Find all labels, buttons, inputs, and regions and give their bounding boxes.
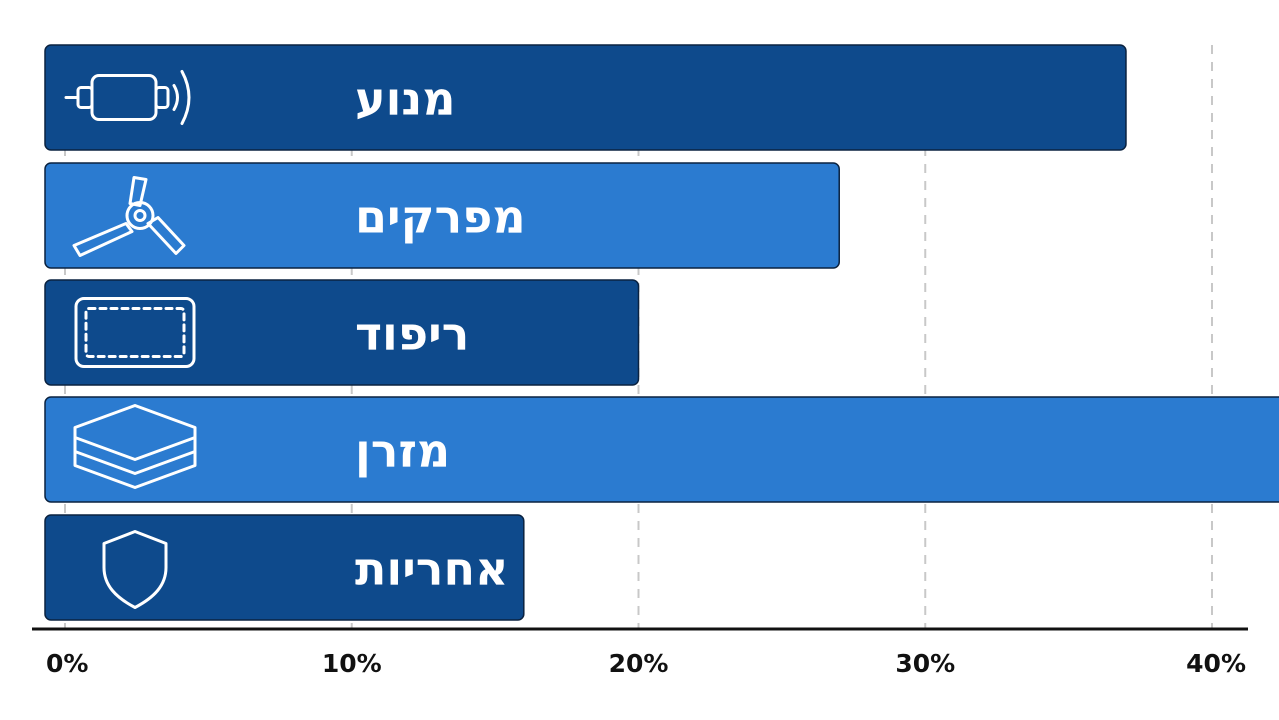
bar-label-1: מפרקים (355, 190, 526, 244)
x-tick-label-2: 20% (609, 649, 669, 678)
mattress-layers-icon (73, 404, 197, 489)
x-tick-label-0: 0% (46, 649, 88, 678)
bars: מנוע מפרקים ריפוד מזרן אחריות (44, 44, 1279, 621)
bar-4 (44, 514, 525, 621)
cushion-icon (74, 297, 196, 368)
bar-group-0: מנוע (44, 44, 1127, 151)
x-tick-label-1: 10% (322, 649, 382, 678)
shield-icon (102, 530, 168, 609)
bar-label-4: אחריות (355, 542, 509, 596)
bar-0 (44, 44, 1127, 151)
bar-group-1: מפרקים (44, 162, 840, 269)
x-tick-label-3: 30% (895, 649, 955, 678)
bar-group-4: אחריות (44, 514, 525, 621)
bar-2 (44, 279, 640, 386)
x-tick-label-4: 40% (1186, 649, 1246, 678)
bar-label-0: מנוע (355, 72, 456, 126)
bar-3 (44, 396, 1279, 503)
propeller-icon (72, 176, 186, 257)
motor-icon (64, 70, 191, 125)
bar-group-3: מזרן (44, 396, 1279, 503)
bar-group-2: ריפוד (44, 279, 640, 386)
bar-label-3: מזרן (355, 424, 450, 478)
bar-1 (44, 162, 840, 269)
bar-label-2: ריפוד (355, 307, 469, 361)
x-axis-ticks: 0% 10% 20% 30% 40% (46, 649, 1246, 678)
